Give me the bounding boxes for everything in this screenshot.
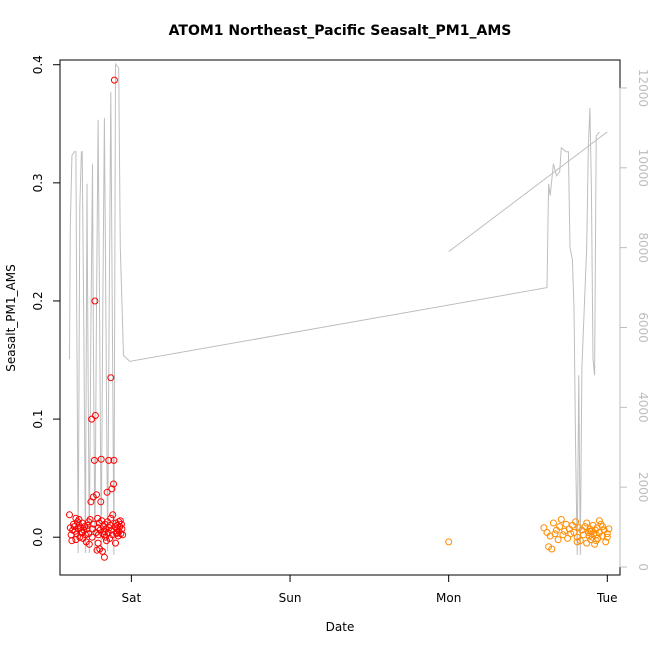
y-tick-label: 0.0 [31, 528, 45, 547]
right-tick-label: 12000 [636, 69, 650, 107]
data-point [94, 539, 102, 547]
data-point [108, 485, 116, 493]
data-point [100, 531, 108, 539]
data-point [72, 536, 80, 544]
data-point [68, 537, 76, 545]
data-point [445, 538, 453, 546]
data-point [85, 530, 93, 538]
y-tick-label: 0.1 [31, 410, 45, 429]
data-point [540, 524, 548, 532]
data-point [603, 530, 611, 538]
data-point [583, 539, 591, 547]
data-point [109, 511, 117, 519]
data-point [107, 374, 115, 382]
data-point [105, 456, 113, 464]
data-point [88, 533, 96, 541]
data-point [573, 538, 581, 546]
chart-title: ATOM1 Northeast_Pacific Seasalt_PM1_AMS [169, 23, 512, 39]
data-point [72, 514, 80, 522]
x-tick-label: Sat [122, 591, 142, 605]
data-point [557, 516, 565, 523]
data-point [91, 412, 99, 419]
y-axis-label: Seasalt_PM1_AMS [4, 264, 18, 371]
data-point [66, 511, 73, 519]
data-point [548, 545, 556, 553]
data-point [85, 518, 93, 526]
y-tick-label: 0.3 [31, 173, 45, 192]
data-point [110, 480, 117, 488]
data-point [595, 517, 603, 525]
data-point [592, 537, 600, 545]
data-point [570, 529, 578, 536]
data-point [572, 518, 580, 526]
x-tick-label: Tue [596, 591, 618, 605]
data-point [103, 488, 111, 496]
data-point [88, 415, 96, 423]
data-point [100, 553, 108, 561]
data-point [559, 531, 567, 539]
data-point [562, 520, 570, 528]
data-point [78, 529, 86, 536]
data-point [551, 530, 559, 538]
right-tick-label: 10000 [636, 149, 650, 187]
line-series-segment [448, 131, 608, 252]
data-point [602, 538, 610, 546]
x-tick-label: Mon [436, 591, 461, 605]
data-point [106, 521, 114, 529]
data-point [75, 516, 83, 523]
data-point [117, 520, 125, 528]
data-point [576, 537, 584, 545]
data-point [98, 547, 106, 555]
data-point [81, 523, 89, 531]
y-tick-label: 0.2 [31, 291, 45, 310]
data-point [599, 523, 606, 531]
right-tick-label: 0 [636, 563, 650, 571]
right-tick-label: 4000 [636, 392, 650, 423]
right-tick-label: 2000 [636, 472, 650, 503]
data-point [93, 491, 100, 499]
data-point [91, 297, 99, 305]
data-point [549, 519, 557, 527]
data-point [112, 539, 119, 547]
axes-layer: Sat Sun Mon Tue 0.0 0.1 0.2 0.3 0.4 0 2000 4000 6000… [31, 55, 650, 605]
data-point [70, 523, 78, 531]
data-point [97, 498, 105, 506]
data-point [90, 456, 98, 464]
data-point [564, 534, 572, 542]
data-point [605, 525, 613, 533]
y-tick-label: 0.4 [31, 55, 45, 74]
data-point [107, 514, 115, 522]
data-point [586, 527, 594, 535]
data-point [583, 519, 591, 527]
data-point [554, 536, 562, 544]
data-point [603, 533, 611, 541]
data-point [116, 517, 124, 525]
line-series [69, 62, 600, 556]
x-axis-label: Date [326, 620, 355, 634]
data-point [556, 523, 564, 531]
data-point [591, 540, 599, 548]
right-tick-label: 6000 [636, 312, 650, 343]
data-point [113, 529, 121, 536]
data-point [567, 530, 575, 538]
data-point [110, 76, 118, 84]
line-layer [69, 62, 608, 556]
data-point [97, 455, 105, 463]
points-layer [66, 76, 613, 561]
data-point [85, 540, 93, 548]
data-point [94, 524, 102, 532]
right-tick-label: 8000 [636, 232, 650, 263]
x-tick-label: Sun [279, 591, 302, 605]
data-point [110, 456, 118, 464]
